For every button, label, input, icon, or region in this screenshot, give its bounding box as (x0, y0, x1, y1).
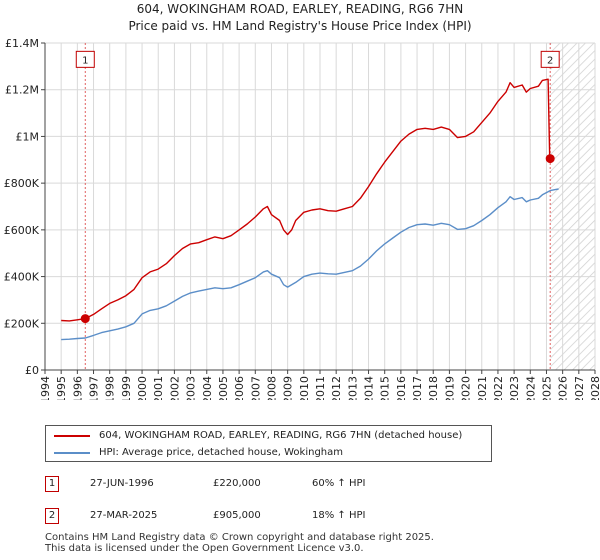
x-tick-label: 1997 (88, 376, 101, 400)
x-tick-label: 1994 (39, 376, 52, 400)
y-tick-label: £200K (4, 317, 40, 330)
sale-badge-box (540, 50, 560, 68)
y-tick-label: £1M (16, 130, 40, 143)
price-chart: 604, WOKINGHAM ROAD, EARLEY, READING, RG… (4, 2, 600, 400)
x-tick-label: 1998 (104, 376, 117, 400)
x-tick-label: 2016 (395, 376, 408, 400)
x-tick-label: 2018 (427, 376, 440, 400)
x-tick-label: 2022 (492, 376, 505, 400)
y-tick-label: £1.2M (5, 84, 39, 97)
x-tick-label: 2012 (330, 376, 343, 400)
sale-row-2: 2 27-MAR-2025 £905,000 18% ↑ HPI (0, 508, 600, 530)
x-tick-label: 1999 (120, 376, 133, 400)
sale-badge-1: 1 (45, 476, 59, 492)
x-tick-label: 2023 (508, 376, 521, 400)
x-tick-label: 2013 (346, 376, 359, 400)
sale-badge-label: 1 (82, 55, 88, 66)
sale-hpi-2: 18% ↑ HPI (312, 510, 366, 521)
x-tick-label: 2003 (185, 376, 198, 400)
sale-hpi-1: 60% ↑ HPI (312, 478, 366, 489)
x-tick-label: 2002 (168, 376, 181, 400)
x-tick-label: 2014 (363, 376, 376, 400)
x-tick-label: 2017 (411, 376, 424, 400)
y-tick-label: £800K (4, 177, 40, 190)
sale-date-2: 27-MAR-2025 (90, 510, 158, 521)
sale-points (80, 154, 555, 324)
chart-title: 604, WOKINGHAM ROAD, EARLEY, READING, RG… (137, 2, 463, 16)
x-tick-label: 2001 (152, 376, 165, 400)
sale-badge-chart-2: 2 (540, 50, 560, 68)
sale-point-1 (80, 314, 90, 324)
y-tick-label: £400K (4, 271, 40, 284)
sale-badge-box (75, 50, 95, 68)
legend-swatch-hpi (54, 452, 90, 454)
x-tick-label: 1995 (55, 376, 68, 400)
x-tick-label: 2005 (217, 376, 230, 400)
legend-label-hpi: HPI: Average price, detached house, Woki… (99, 447, 343, 458)
x-tick-label: 2020 (460, 376, 473, 400)
x-tick-label: 2015 (379, 376, 392, 400)
x-tick-label: 2025 (540, 376, 553, 400)
series-lines (61, 78, 559, 341)
series-line-0 (61, 78, 554, 322)
x-tick-label: 2004 (201, 376, 214, 400)
x-tick-label: 2010 (298, 376, 311, 400)
sale-row-1: 1 27-JUN-1996 £220,000 60% ↑ HPI (0, 476, 600, 498)
x-tick-label: 2011 (314, 376, 327, 400)
x-tick-label: 2009 (282, 376, 295, 400)
sale-price-2: £905,000 (213, 510, 261, 521)
sale-badge-label: 2 (547, 55, 553, 66)
x-tick-label: 2028 (589, 376, 600, 400)
legend-swatch-property (54, 435, 90, 437)
x-tick-label: 2000 (136, 376, 149, 400)
y-tick-label: £0 (25, 364, 39, 377)
y-tick-label: £600K (4, 224, 40, 237)
legend: 604, WOKINGHAM ROAD, EARLEY, READING, RG… (45, 425, 492, 462)
footer: Contains HM Land Registry data © Crown c… (45, 532, 434, 554)
series-line-1 (61, 188, 559, 341)
x-tick-label: 2006 (233, 376, 246, 400)
x-tick-label: 2021 (476, 376, 489, 400)
footer-line-1: Contains HM Land Registry data © Crown c… (45, 532, 434, 543)
x-tick-label: 2024 (524, 376, 537, 400)
x-tick-label: 2008 (265, 376, 278, 400)
sale-date-1: 27-JUN-1996 (90, 478, 154, 489)
footer-line-2: This data is licensed under the Open Gov… (45, 543, 364, 554)
x-tick-label: 2027 (573, 376, 586, 400)
forecast-hatch (550, 43, 595, 370)
y-tick-label: £1.4M (5, 37, 39, 50)
x-tick-label: 2026 (557, 376, 570, 400)
chart-subtitle: Price paid vs. HM Land Registry's House … (128, 19, 471, 33)
sale-price-1: £220,000 (213, 478, 261, 489)
sale-badge-2: 2 (45, 508, 59, 524)
legend-label-property: 604, WOKINGHAM ROAD, EARLEY, READING, RG… (99, 430, 463, 441)
sale-point-2 (545, 154, 555, 164)
x-tick-label: 2019 (443, 376, 456, 400)
sale-badge-chart-1: 1 (75, 50, 95, 68)
x-tick-label: 2007 (249, 376, 262, 400)
x-tick-label: 1996 (71, 376, 84, 400)
